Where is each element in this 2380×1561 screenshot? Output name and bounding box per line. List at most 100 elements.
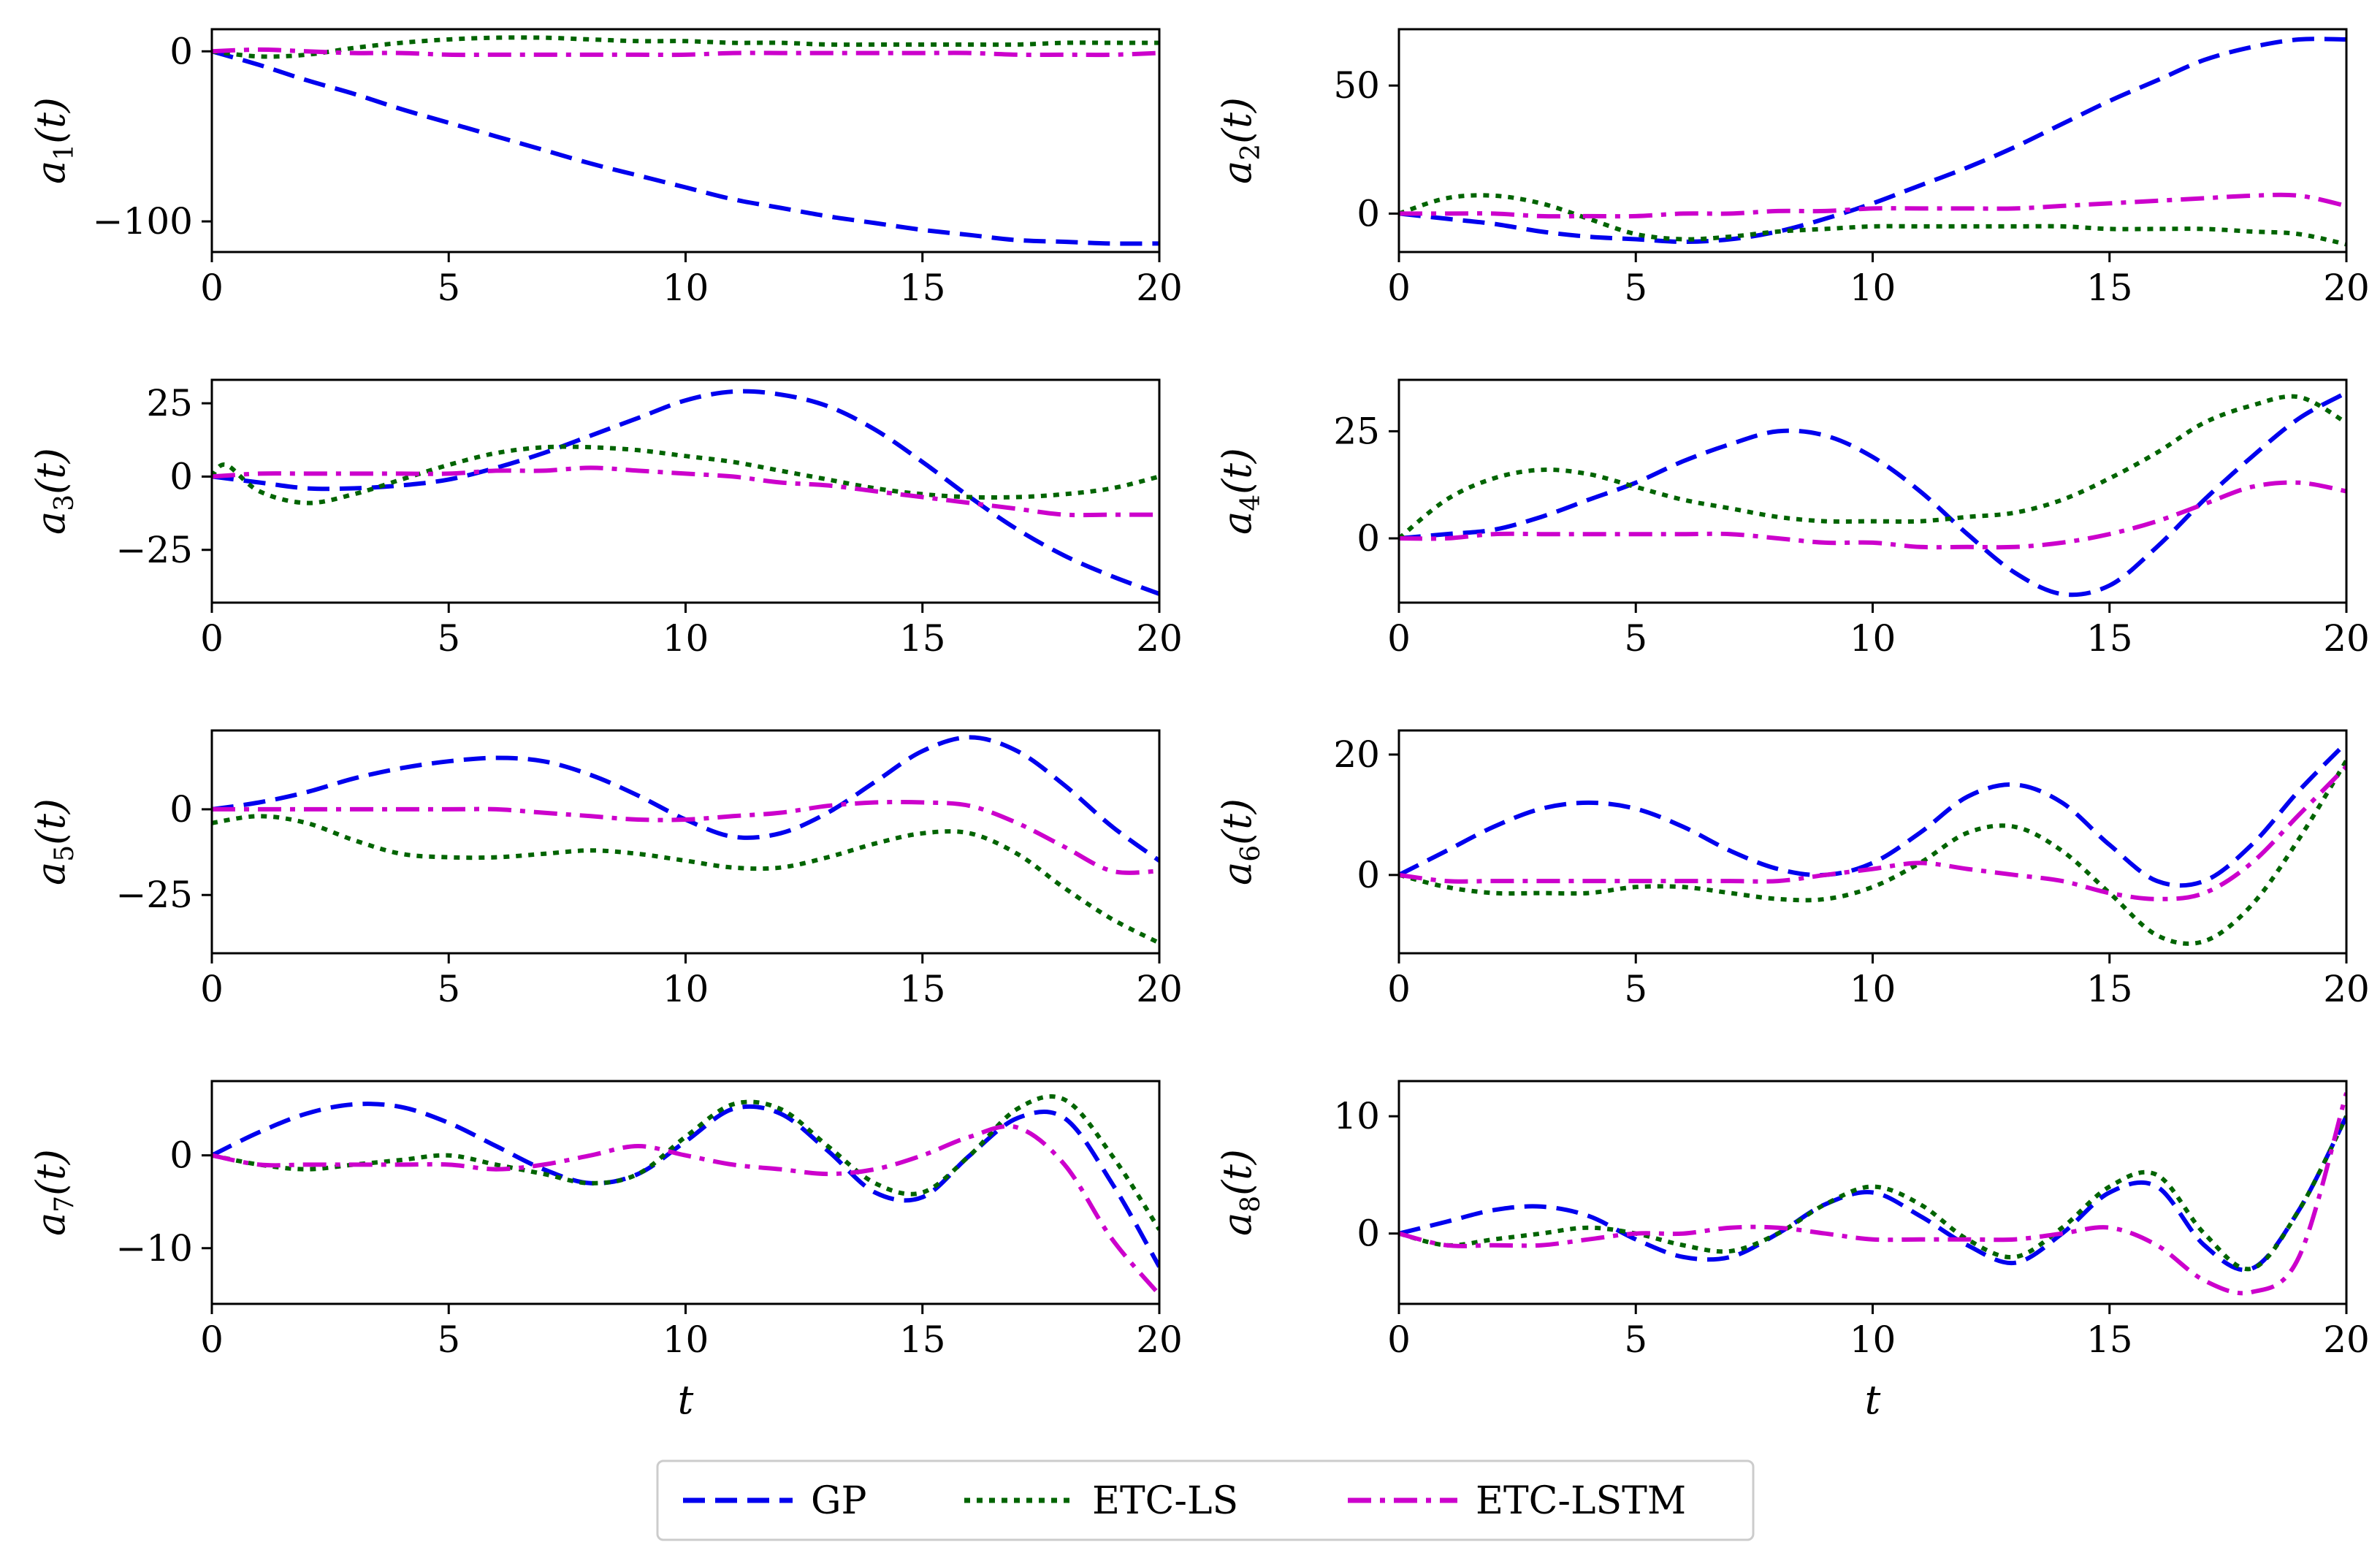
subplot-a8: 0 5 10 15 20 10 0 a8(t) t <box>1214 1080 2370 1423</box>
y-tick-label: 0 <box>1357 517 1380 560</box>
y-tick-label: 25 <box>146 382 193 424</box>
y-tick-label: 0 <box>169 30 193 72</box>
x-tick-label: 10 <box>1850 1318 1896 1361</box>
axes-frame <box>210 28 1161 253</box>
x-tick-label: 15 <box>899 267 946 309</box>
x-tick-label: 15 <box>2086 617 2133 660</box>
legend-frame <box>656 1459 1755 1541</box>
y-tick-label: 0 <box>169 455 193 497</box>
y-tick-label: 0 <box>1357 192 1380 234</box>
series-group <box>212 389 1159 596</box>
y-tick-label: 0 <box>1357 1213 1380 1255</box>
x-tick-label: 5 <box>1624 968 1647 1010</box>
series-line-etc-lstm <box>212 799 1159 875</box>
axes-frame <box>1397 729 2348 955</box>
x-tick-label: 20 <box>2323 617 2370 660</box>
series-group <box>1399 37 2346 247</box>
x-tick-label: 20 <box>2323 1318 2370 1361</box>
series-group <box>212 1094 1159 1297</box>
x-tick-label: 5 <box>437 1318 460 1361</box>
x-tick-label: 5 <box>1624 1318 1647 1361</box>
series-line-etc-ls <box>1399 394 2346 541</box>
y-axis-label: a6(t) <box>1214 798 1266 885</box>
x-tick-label: 10 <box>663 1318 709 1361</box>
series-line-gp <box>1399 37 2346 245</box>
axes-frame <box>1397 378 2348 604</box>
subplot-a6: 0 5 10 15 20 20 0 a6(t) <box>1214 729 2370 1010</box>
subplot-a3: 0 5 10 15 20 25 0 −25 a3(t) <box>28 378 1183 660</box>
x-tick-label: 15 <box>899 617 946 660</box>
series-group <box>212 35 1159 246</box>
y-axis-label: a8(t) <box>1214 1149 1266 1236</box>
axes-frame <box>210 729 1161 955</box>
subplot-a7: 0 5 10 15 20 0 −10 a7(t) t <box>28 1080 1183 1423</box>
x-tick-label: 10 <box>663 617 709 660</box>
x-tick-label: 10 <box>1850 267 1896 309</box>
subplot-a4: 0 5 10 15 20 25 0 a4(t) <box>1214 378 2370 660</box>
x-tick-label: 5 <box>437 968 460 1010</box>
y-axis-label: a7(t) <box>28 1149 80 1236</box>
legend-label-etc-ls: ETC-LS <box>1092 1479 1238 1523</box>
x-tick-label: 0 <box>1387 968 1411 1010</box>
series-line-gp <box>1399 741 2346 888</box>
series-line-gp <box>1399 1115 2346 1272</box>
x-tick-label: 0 <box>200 1318 224 1361</box>
series-group <box>212 735 1159 945</box>
y-axis-label: a3(t) <box>28 448 80 535</box>
series-group <box>1399 741 2346 946</box>
y-axis-label: a1(t) <box>28 97 80 184</box>
series-group <box>1399 390 2346 598</box>
x-tick-label: 15 <box>899 968 946 1010</box>
series-line-gp <box>1399 390 2346 598</box>
series-line-etc-ls <box>212 444 1159 505</box>
x-tick-label: 5 <box>437 267 460 309</box>
y-tick-label: −10 <box>115 1227 193 1270</box>
y-axis-label: a5(t) <box>28 798 80 885</box>
series-line-etc-lstm <box>212 47 1159 58</box>
x-tick-label: 15 <box>2086 968 2133 1010</box>
y-axis-label: a2(t) <box>1214 97 1266 184</box>
x-tick-label: 0 <box>200 968 224 1010</box>
y-tick-label: −100 <box>93 200 193 243</box>
y-axis-label: a4(t) <box>1214 448 1266 535</box>
series-line-etc-ls <box>1399 759 2346 946</box>
y-tick-label: 0 <box>1357 854 1380 896</box>
x-tick-label: 15 <box>899 1318 946 1361</box>
series-group <box>1399 1092 2346 1296</box>
x-tick-label: 20 <box>2323 267 2370 309</box>
series-line-etc-lstm <box>1399 1092 2346 1296</box>
series-line-etc-ls <box>212 1094 1159 1231</box>
x-axis-label: t <box>1865 1377 1881 1423</box>
x-tick-label: 0 <box>200 617 224 660</box>
y-tick-label: 20 <box>1333 733 1380 776</box>
x-tick-label: 15 <box>2086 1318 2133 1361</box>
series-line-etc-ls <box>212 814 1159 945</box>
x-axis-label: t <box>678 1377 694 1423</box>
legend-label-etc-lstm: ETC-LSTM <box>1476 1479 1686 1523</box>
series-line-etc-lstm <box>1399 765 2346 901</box>
x-tick-label: 5 <box>1624 267 1647 309</box>
x-tick-label: 20 <box>1136 968 1183 1010</box>
y-tick-label: −25 <box>115 874 193 916</box>
x-tick-label: 10 <box>663 267 709 309</box>
axes-frame <box>210 1080 1161 1305</box>
x-tick-label: 20 <box>1136 617 1183 660</box>
x-tick-label: 0 <box>200 267 224 309</box>
x-tick-label: 0 <box>1387 617 1411 660</box>
series-line-etc-ls <box>212 35 1159 59</box>
axes-frame <box>1397 28 2348 253</box>
series-line-gp <box>212 1102 1159 1268</box>
x-tick-label: 20 <box>1136 1318 1183 1361</box>
y-tick-label: 0 <box>169 788 193 831</box>
x-tick-label: 0 <box>1387 1318 1411 1361</box>
series-line-gp <box>212 49 1159 246</box>
series-line-gp <box>212 389 1159 596</box>
x-tick-label: 10 <box>1850 617 1896 660</box>
axes-frame <box>210 378 1161 604</box>
series-line-etc-ls <box>1399 193 2346 247</box>
x-tick-label: 20 <box>2323 968 2370 1010</box>
x-tick-label: 5 <box>437 617 460 660</box>
series-line-etc-lstm <box>212 1123 1159 1297</box>
